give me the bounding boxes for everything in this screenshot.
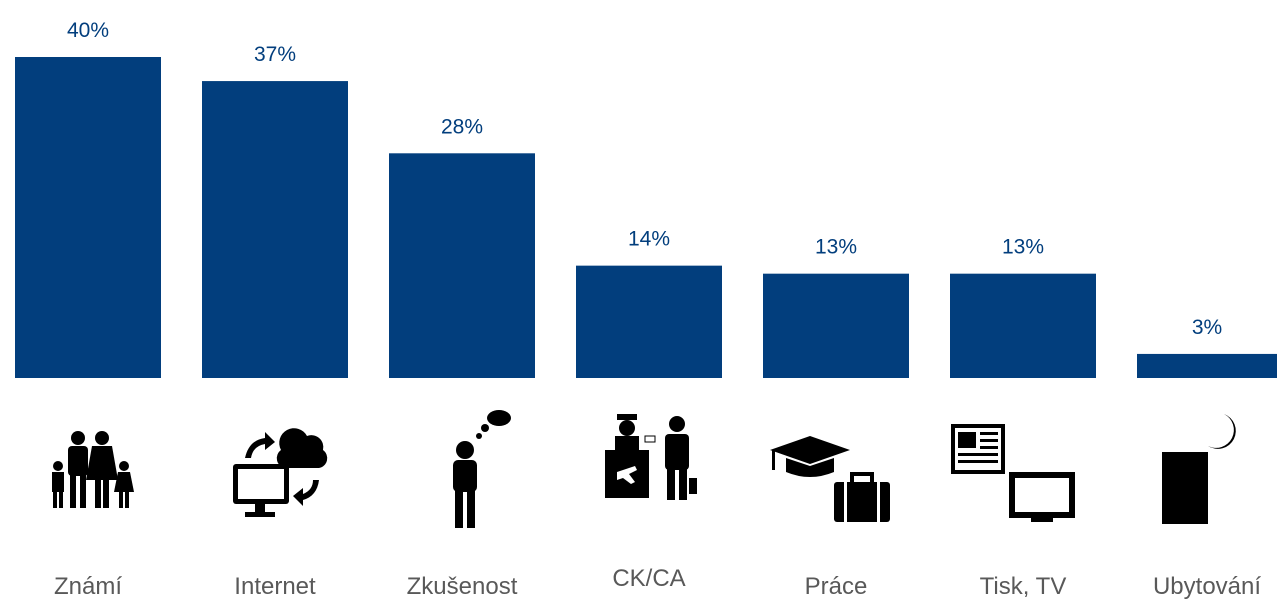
icon-family — [52, 431, 134, 508]
value-label: 13% — [1002, 236, 1044, 259]
value-label: 13% — [815, 236, 857, 259]
bar — [202, 81, 348, 378]
bar — [576, 265, 722, 378]
category-label: Internet — [234, 573, 316, 600]
category-label: Práce — [805, 573, 868, 600]
icon-work — [770, 436, 890, 522]
value-label: 40% — [67, 19, 109, 42]
value-label: 28% — [441, 115, 483, 138]
icon-travel-agency — [605, 414, 697, 500]
bar — [389, 153, 535, 378]
category-label: Známí — [54, 573, 122, 600]
category-label: Tisk, TV — [980, 573, 1067, 600]
bar — [763, 273, 909, 378]
value-label: 3% — [1192, 316, 1222, 339]
icon-hotel — [1162, 414, 1236, 524]
value-label: 37% — [254, 43, 296, 66]
icon-internet — [233, 428, 328, 517]
icon-press-tv — [951, 424, 1075, 522]
bar — [950, 273, 1096, 378]
bar — [1137, 353, 1277, 378]
icon-person-thinking — [453, 410, 511, 528]
category-label: CK/CA — [612, 565, 685, 592]
bar — [15, 57, 161, 378]
category-label: Ubytování — [1153, 573, 1261, 600]
value-label: 14% — [628, 228, 670, 251]
icons — [52, 410, 1236, 528]
category-label: Zkušenost — [407, 573, 518, 600]
